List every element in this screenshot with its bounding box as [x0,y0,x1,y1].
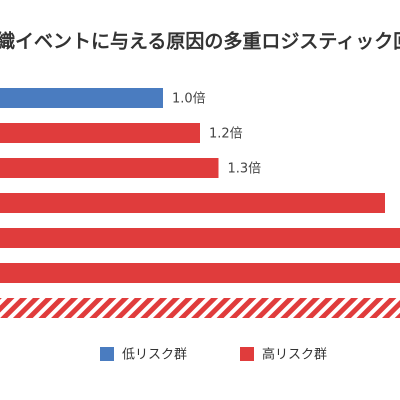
chart-title: 織イベントに与える原因の多重ロジスティック回帰 [0,30,400,53]
bar [0,193,385,213]
bar [0,298,400,318]
bar [0,228,400,248]
value-label: 1.3倍 [228,162,262,177]
legend-swatch [100,347,114,361]
value-label: 1.0倍 [172,92,206,107]
bar [0,123,200,143]
value-label: 1.2倍 [209,127,243,142]
bar [0,88,163,108]
legend-label: 低リスク群 [122,348,187,363]
legend-swatch [240,347,254,361]
bar [0,263,400,283]
bar [0,158,219,178]
legend-label: 高リスク群 [262,347,327,363]
